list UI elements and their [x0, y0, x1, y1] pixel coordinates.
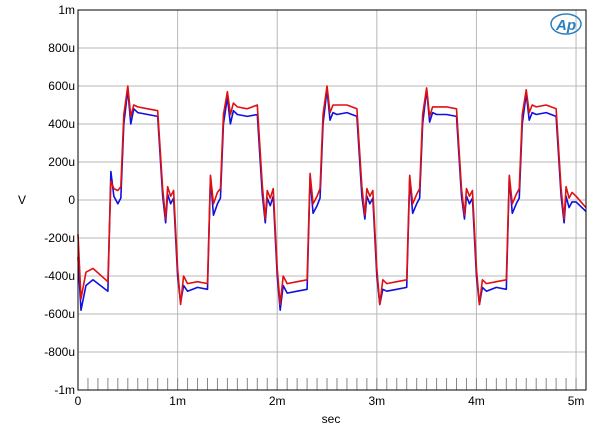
x-tick-label: 5m — [568, 394, 585, 408]
ap-logo-swoosh — [550, 13, 582, 35]
y-tick-label: -1m — [54, 383, 75, 397]
y-axis-label: V — [18, 193, 26, 207]
series-layer — [77, 85, 587, 311]
y-tick-label: 400u — [48, 117, 75, 131]
y-tick-label: 0 — [68, 193, 75, 207]
y-tick-label: 800u — [48, 41, 75, 55]
ap-logo: Ap — [550, 13, 582, 35]
y-tick-label: -600u — [44, 307, 75, 321]
x-tick-labels: 0 1m 2m 3m 4m 5m — [75, 394, 585, 408]
x-tick-label: 0 — [75, 394, 82, 408]
plot-frame — [77, 9, 587, 391]
x-tick-label: 2m — [269, 394, 286, 408]
y-tick-label: -200u — [44, 231, 75, 245]
y-tick-label: 200u — [48, 155, 75, 169]
ap-logo-text: Ap — [555, 17, 576, 34]
x-tick-label: 1m — [169, 394, 186, 408]
y-tick-label: 600u — [48, 79, 75, 93]
x-tick-label: 3m — [368, 394, 385, 408]
x-tick-label: 4m — [468, 394, 485, 408]
y-tick-labels: 1m 800u 600u 400u 200u 0 -200u -400u -600u -800u -… — [44, 3, 75, 397]
series-line-2 — [77, 85, 587, 306]
y-tick-label: -800u — [44, 345, 75, 359]
x-axis-label: sec — [322, 412, 341, 426]
y-tick-label: 1m — [58, 3, 75, 17]
series-line-1 — [77, 89, 587, 311]
y-tick-label: -400u — [44, 269, 75, 283]
